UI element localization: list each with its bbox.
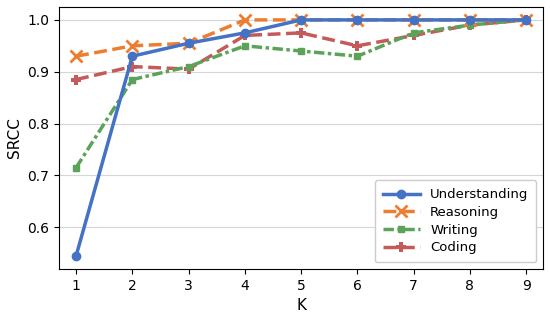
Understanding (298, 18, 305, 22)
Line: Understanding: Understanding (72, 16, 530, 260)
Reasoning (466, 18, 473, 22)
Writing (354, 54, 361, 58)
Writing (73, 166, 79, 170)
Legend: Understanding, Reasoning, Writing, Coding: Understanding, Reasoning, Writing, Codin… (375, 180, 536, 262)
Reasoning (523, 18, 530, 22)
Understanding (466, 18, 473, 22)
Writing (466, 23, 473, 27)
Reasoning (73, 54, 79, 58)
Y-axis label: SRCC: SRCC (7, 117, 22, 158)
Coding (241, 34, 248, 37)
Writing (410, 31, 417, 35)
Understanding (129, 54, 136, 58)
Line: Writing: Writing (73, 16, 530, 171)
Coding (354, 44, 361, 48)
Reasoning (354, 18, 361, 22)
Coding (523, 18, 530, 22)
Reasoning (241, 18, 248, 22)
Line: Reasoning: Reasoning (70, 14, 532, 62)
Coding (410, 34, 417, 37)
Reasoning (185, 41, 192, 45)
Writing (241, 44, 248, 48)
Writing (298, 49, 305, 53)
Line: Coding: Coding (72, 15, 531, 84)
Coding (129, 65, 136, 68)
Writing (129, 78, 136, 82)
Coding (298, 31, 305, 35)
Understanding (354, 18, 361, 22)
Understanding (241, 31, 248, 35)
Understanding (185, 41, 192, 45)
Reasoning (129, 44, 136, 48)
Writing (185, 65, 192, 68)
Coding (466, 23, 473, 27)
Reasoning (298, 18, 305, 22)
Understanding (410, 18, 417, 22)
Coding (73, 78, 79, 82)
X-axis label: K: K (296, 298, 306, 313)
Writing (523, 18, 530, 22)
Understanding (73, 254, 79, 258)
Coding (185, 67, 192, 71)
Understanding (523, 18, 530, 22)
Reasoning (410, 18, 417, 22)
